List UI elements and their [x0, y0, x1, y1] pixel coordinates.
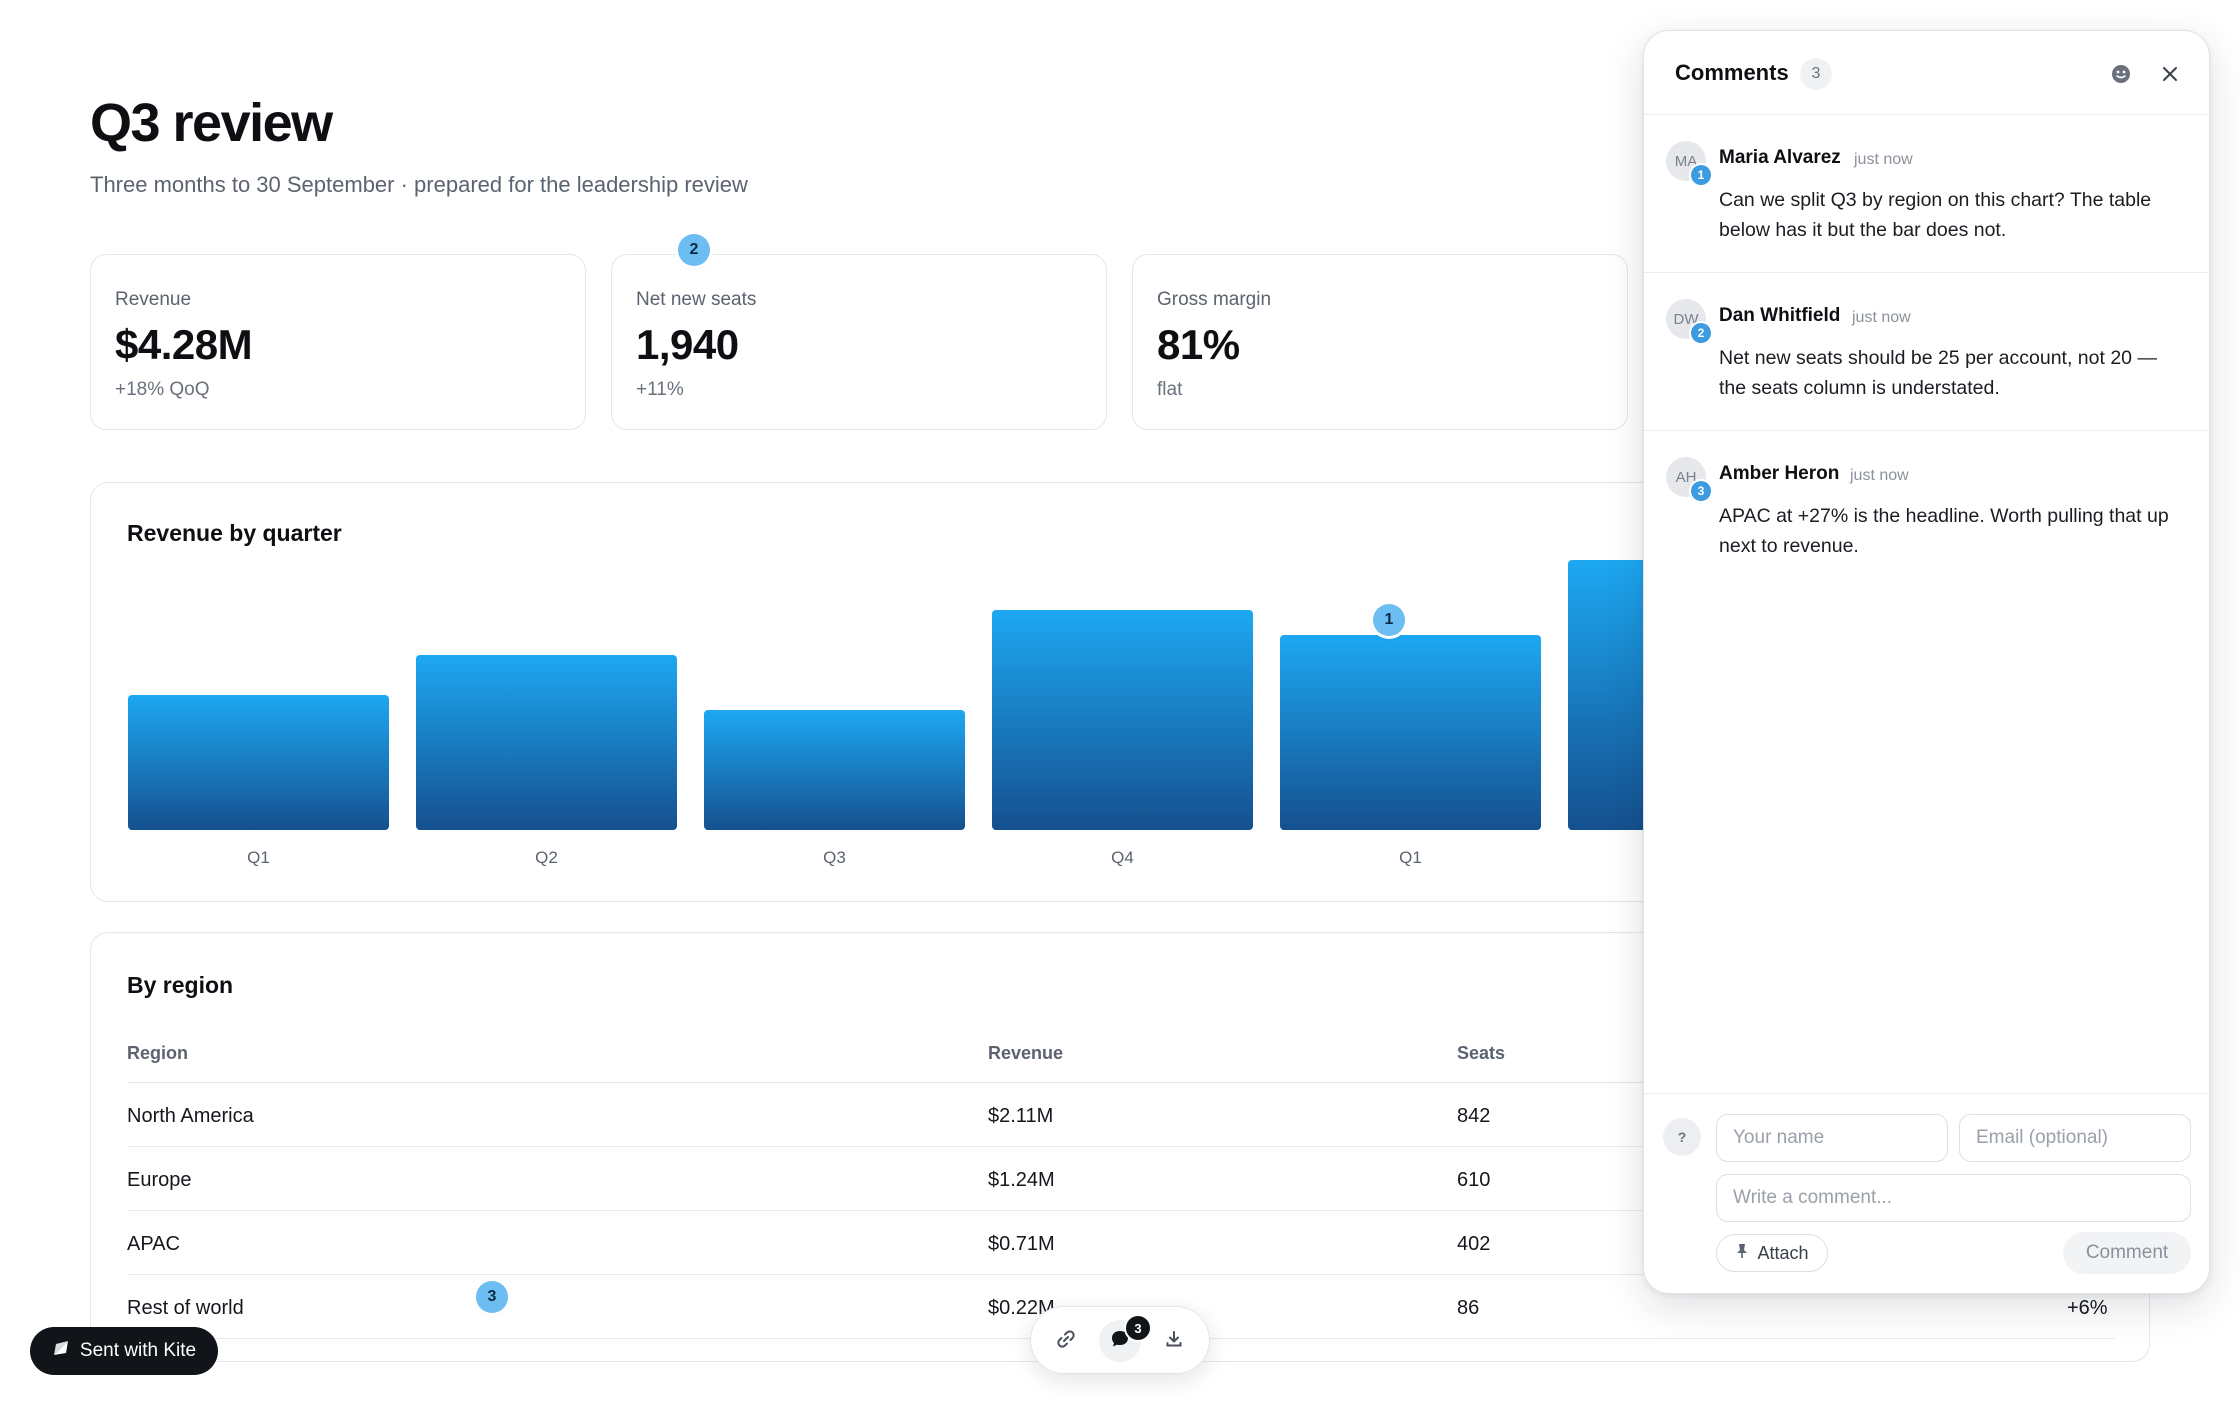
chart-title: Revenue by quarter: [127, 520, 342, 546]
cell-region: Europe: [127, 1169, 192, 1191]
comment-number-badge: 2: [1691, 323, 1711, 343]
comment-timestamp: just now: [1850, 467, 1909, 484]
sent-with-label: Sent with Kite: [79, 1340, 197, 1361]
avatar: AH: [1666, 457, 1706, 497]
page-title: Q3 review: [90, 93, 333, 153]
kpi-card-revenue: Revenue $4.28M +18% QoQ: [90, 254, 586, 430]
kpi-label: Net new seats: [636, 289, 757, 310]
sent-with-kite-badge[interactable]: Sent with Kite: [30, 1327, 218, 1375]
table-row: APAC $0.71M 402: [127, 1211, 2115, 1275]
comment-pin-3[interactable]: 3: [476, 1281, 508, 1313]
comment-pin-2[interactable]: 2: [678, 234, 710, 266]
email-field[interactable]: [1959, 1114, 2191, 1162]
comment-pin-1[interactable]: 1: [1373, 604, 1405, 636]
cell-revenue: $0.71M: [988, 1233, 1055, 1255]
copy-link-button[interactable]: [1045, 1320, 1087, 1362]
x-tick-label: Q1: [1399, 848, 1422, 867]
cell-region: APAC: [127, 1233, 180, 1255]
comments-panel-header: Comments 3: [1644, 31, 2209, 115]
kite-icon: [52, 1339, 70, 1363]
link-icon: [1055, 1328, 1077, 1355]
kpi-delta: +11%: [636, 379, 684, 400]
cell-revenue: $2.11M: [988, 1105, 1054, 1127]
kpi-value: 81%: [1157, 321, 1240, 368]
emoji-icon[interactable]: [2104, 57, 2138, 91]
cell-seats: 402: [1457, 1233, 1491, 1255]
kpi-delta: +18% QoQ: [115, 379, 210, 400]
table-row: Europe $1.24M 610: [127, 1147, 2115, 1211]
cell-region: Rest of world: [127, 1297, 244, 1319]
comments-count-badge: 3: [1800, 58, 1832, 90]
x-tick-label: Q3: [823, 848, 846, 867]
cell-revenue: $1.24M: [988, 1169, 1055, 1191]
comment-composer: ? Attach Comment: [1644, 1093, 2209, 1293]
page-subtitle: Three months to 30 September · prepared …: [90, 172, 748, 197]
attach-button[interactable]: Attach: [1716, 1234, 1828, 1272]
download-icon: [1164, 1329, 1184, 1354]
chart-bar: [128, 695, 389, 830]
kpi-label: Revenue: [115, 289, 192, 310]
comment-body: Can we split Q3 by region on this chart?…: [1719, 189, 2152, 241]
comments-title: Comments: [1675, 60, 1789, 85]
name-field[interactable]: [1716, 1114, 1948, 1162]
comment-item: MA 1 Maria Alvarez just now Can we split…: [1644, 115, 2209, 273]
cell-revenue: $0.22M: [988, 1297, 1055, 1319]
chart-bar: [704, 710, 965, 830]
anonymous-avatar: ?: [1663, 1118, 1701, 1156]
comment-body: Net new seats should be 25 per account, …: [1719, 347, 2157, 399]
x-tick-label: Q2: [535, 848, 558, 867]
comments-count-badge: 3: [1126, 1316, 1150, 1340]
comment-body: APAC at +27% is the headline. Worth pull…: [1719, 505, 2169, 557]
kpi-value: $4.28M: [115, 321, 253, 368]
close-icon[interactable]: [2153, 57, 2187, 91]
kpi-card-gross-margin: Gross margin 81% flat: [1132, 254, 1628, 430]
cell-region: North America: [127, 1105, 254, 1127]
cell-growth: +6%: [2067, 1297, 2108, 1319]
chart-bar: [416, 655, 677, 830]
x-tick-label: Q1: [247, 848, 270, 867]
cell-seats: 842: [1457, 1105, 1491, 1127]
attach-label: Attach: [1757, 1242, 1809, 1263]
table-header: Region Revenue Seats: [127, 1029, 2115, 1083]
comment-number-badge: 1: [1691, 165, 1711, 185]
comment-author: Maria Alvarez: [1719, 147, 1841, 168]
submit-comment-button[interactable]: Comment: [2063, 1232, 2191, 1274]
column-header-revenue: Revenue: [988, 1043, 1064, 1063]
comments-toggle-button[interactable]: 3: [1099, 1316, 1150, 1362]
column-header-region: Region: [127, 1043, 188, 1063]
chart-bar: [1280, 635, 1541, 830]
x-tick-label: Q4: [1111, 848, 1134, 867]
table-title: By region: [127, 972, 234, 998]
comment-item: DW 2 Dan Whitfield just now Net new seat…: [1644, 273, 2209, 431]
cell-seats: 86: [1457, 1297, 1480, 1319]
comment-author: Dan Whitfield: [1719, 305, 1841, 326]
kpi-delta: flat: [1157, 379, 1183, 400]
chart-bar: [992, 610, 1253, 830]
comment-number-badge: 3: [1691, 481, 1711, 501]
comment-author: Amber Heron: [1719, 463, 1840, 484]
comment-timestamp: just now: [1854, 151, 1913, 168]
download-button[interactable]: [1153, 1320, 1195, 1362]
pin-icon: [1735, 1243, 1749, 1264]
bottom-toolbar: 3: [1030, 1306, 1210, 1374]
kpi-card-net-new-seats: Net new seats 1,940 +11%: [611, 254, 1107, 430]
table-row: North America $2.11M 842: [127, 1083, 2115, 1147]
kpi-value: 1,940: [636, 321, 739, 368]
comment-timestamp: just now: [1852, 309, 1911, 326]
column-header-seats: Seats: [1457, 1043, 1506, 1063]
chat-bubble-icon: [1109, 1328, 1131, 1355]
comment-input[interactable]: [1716, 1174, 2191, 1222]
cell-seats: 610: [1457, 1169, 1491, 1191]
comment-item: AH 3 Amber Heron just now APAC at +27% i…: [1644, 431, 2209, 589]
comments-panel: Comments 3 MA 1 Maria Alvarez just now: [1643, 30, 2210, 1294]
kpi-label: Gross margin: [1157, 289, 1272, 310]
